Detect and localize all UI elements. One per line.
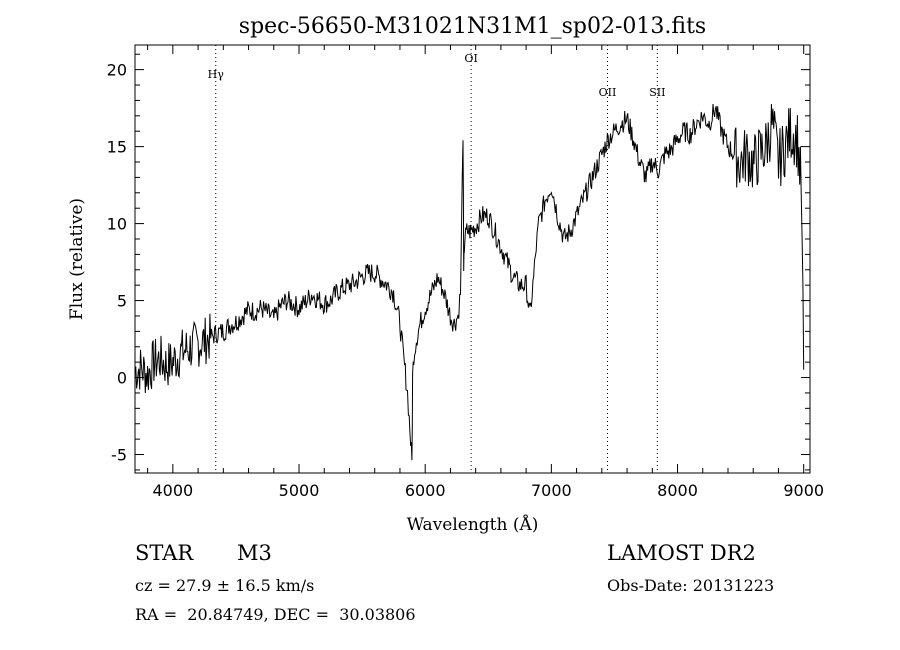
- survey-label: LAMOST DR2: [607, 541, 756, 565]
- plot-frame: [134, 44, 811, 474]
- object-class: STAR: [135, 541, 194, 565]
- y-tick-label: 15: [107, 138, 127, 157]
- line-marker-label: SII: [649, 86, 665, 99]
- x-tick-label: 8000: [657, 481, 698, 500]
- chart-title: spec-56650-M31021N31M1_sp02-013.fits: [239, 14, 706, 39]
- x-tick-label: 9000: [783, 481, 824, 500]
- x-tick-label: 7000: [531, 481, 572, 500]
- x-tick-label: 6000: [405, 481, 446, 500]
- object-subclass: M3: [237, 541, 272, 565]
- obs-date-text: Obs-Date: 20131223: [607, 576, 775, 595]
- y-tick-label: -5: [111, 446, 127, 465]
- y-tick-label: 0: [117, 369, 127, 388]
- redshift-text: cz = 27.9 ± 16.5 km/s: [135, 576, 315, 595]
- line-marker-label: OI: [464, 52, 477, 65]
- x-tick-label: 5000: [279, 481, 320, 500]
- y-tick-label: 5: [117, 292, 127, 311]
- ra-dec-text: RA = 20.84749, DEC = 30.03806: [135, 605, 416, 624]
- line-marker-label: Hγ: [208, 68, 225, 81]
- y-tick-label: 10: [107, 215, 127, 234]
- line-marker-label: OII: [599, 86, 617, 99]
- spectrum-line: [134, 103, 805, 461]
- y-tick-label: 20: [107, 61, 127, 80]
- x-tick-label: 4000: [152, 481, 193, 500]
- x-axis-label: Wavelength (Å): [407, 514, 539, 535]
- y-axis-label: Flux (relative): [67, 198, 87, 320]
